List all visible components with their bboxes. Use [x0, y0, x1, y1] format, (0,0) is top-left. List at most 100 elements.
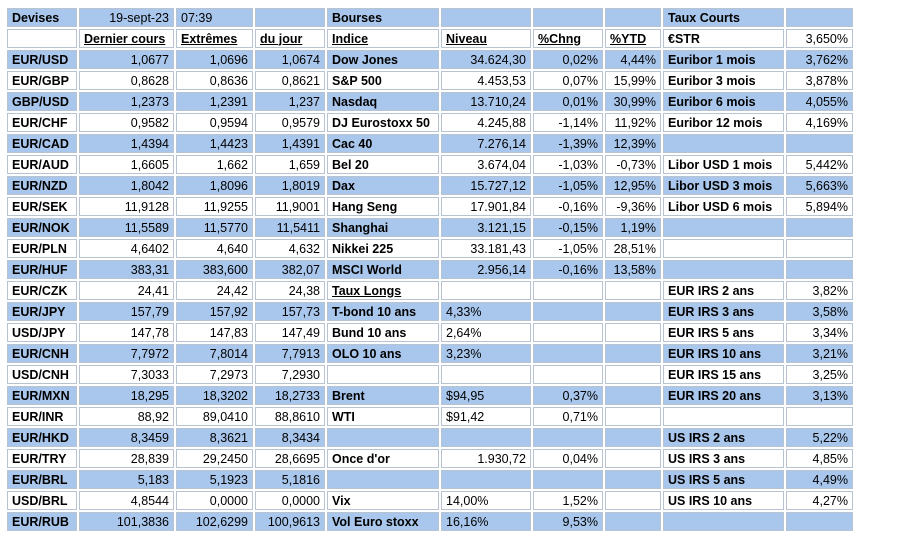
- index-ytd: -9,36%: [605, 197, 661, 216]
- index-ytd: -0,73%: [605, 155, 661, 174]
- index-chng: [533, 365, 603, 384]
- index-level: 33.181,43: [441, 239, 531, 258]
- fx-pair: EUR/HUF: [7, 260, 77, 279]
- fx-low: 1,659: [255, 155, 325, 174]
- rate-label: EUR IRS 5 ans: [663, 323, 784, 342]
- table-row: EUR/CZK 24,41 24,42 24,38 Taux Longs EUR IRS …: [7, 281, 853, 300]
- index-chng: [533, 302, 603, 321]
- fx-low: 5,1816: [255, 470, 325, 489]
- fx-high: 89,0410: [176, 407, 253, 426]
- fx-high: 7,2973: [176, 365, 253, 384]
- devises-title: Devises: [7, 8, 77, 27]
- index-level: 3.121,15: [441, 218, 531, 237]
- index-level: $94,95: [441, 386, 531, 405]
- index-ytd: [605, 491, 661, 510]
- fx-last: 0,9582: [79, 113, 174, 132]
- rate-label: EUR IRS 10 ans: [663, 344, 784, 363]
- index-chng: -1,03%: [533, 155, 603, 174]
- index-chng: 0,01%: [533, 92, 603, 111]
- rate-label: [663, 260, 784, 279]
- col-header-extremes: Extrêmes: [176, 29, 253, 48]
- index-name: T-bond 10 ans: [327, 302, 439, 321]
- estr-value: 3,650%: [786, 29, 853, 48]
- index-level: 2,64%: [441, 323, 531, 342]
- index-chng: 9,53%: [533, 512, 603, 531]
- index-level: [441, 365, 531, 384]
- index-name: Dax: [327, 176, 439, 195]
- fx-last: 88,92: [79, 407, 174, 426]
- index-level: 1.930,72: [441, 449, 531, 468]
- fx-low: 4,632: [255, 239, 325, 258]
- rate-label: Euribor 6 mois: [663, 92, 784, 111]
- table-row: EUR/INR 88,92 89,0410 88,8610 WTI $91,42 0,71%: [7, 407, 853, 426]
- index-name: Cac 40: [327, 134, 439, 153]
- col-header-ytd: %YTD: [605, 29, 661, 48]
- rate-label: US IRS 10 ans: [663, 491, 784, 510]
- fx-low: 0,8621: [255, 71, 325, 90]
- table-row: EUR/USD 1,0677 1,0696 1,0674 Dow Jones 34.624…: [7, 50, 853, 69]
- index-chng: [533, 323, 603, 342]
- table-row: EUR/AUD 1,6605 1,662 1,659 Bel 20 3.674,04 -1,…: [7, 155, 853, 174]
- fx-pair: EUR/NOK: [7, 218, 77, 237]
- rate-value: 4,85%: [786, 449, 853, 468]
- index-level: 17.901,84: [441, 197, 531, 216]
- index-chng: -1,05%: [533, 176, 603, 195]
- fx-last: 11,9128: [79, 197, 174, 216]
- rate-value: [786, 239, 853, 258]
- index-name: Brent: [327, 386, 439, 405]
- fx-high: 7,8014: [176, 344, 253, 363]
- fx-low: 88,8610: [255, 407, 325, 426]
- fx-pair: USD/BRL: [7, 491, 77, 510]
- fx-last: 7,3033: [79, 365, 174, 384]
- time-cell: 07:39: [176, 8, 253, 27]
- fx-low: 24,38: [255, 281, 325, 300]
- index-chng: -0,16%: [533, 260, 603, 279]
- fx-last: 147,78: [79, 323, 174, 342]
- fx-high: 102,6299: [176, 512, 253, 531]
- table-row: EUR/NZD 1,8042 1,8096 1,8019 Dax 15.727,12 -1,…: [7, 176, 853, 195]
- empty-cell: [255, 8, 325, 27]
- rate-label: Euribor 1 mois: [663, 50, 784, 69]
- fx-pair: EUR/TRY: [7, 449, 77, 468]
- index-chng: 0,02%: [533, 50, 603, 69]
- index-ytd: 15,99%: [605, 71, 661, 90]
- table-row: EUR/MXN 18,295 18,3202 18,2733 Brent $94,95 0,…: [7, 386, 853, 405]
- rate-value: [786, 260, 853, 279]
- rate-label: US IRS 2 ans: [663, 428, 784, 447]
- fx-high: 0,8636: [176, 71, 253, 90]
- index-ytd: [605, 323, 661, 342]
- fx-low: 0,9579: [255, 113, 325, 132]
- index-ytd: 12,95%: [605, 176, 661, 195]
- fx-last: 157,79: [79, 302, 174, 321]
- fx-pair: EUR/HKD: [7, 428, 77, 447]
- table-row: EUR/TRY 28,839 29,2450 28,6695 Once d'or 1.93…: [7, 449, 853, 468]
- index-chng: 1,52%: [533, 491, 603, 510]
- col-header-niveau: Niveau: [441, 29, 531, 48]
- fx-low: 1,8019: [255, 176, 325, 195]
- rate-label: EUR IRS 2 ans: [663, 281, 784, 300]
- index-name: [327, 428, 439, 447]
- index-ytd: [605, 281, 661, 300]
- col-header-chng: %Chng: [533, 29, 603, 48]
- rate-value: [786, 512, 853, 531]
- index-ytd: 28,51%: [605, 239, 661, 258]
- rate-value: 5,442%: [786, 155, 853, 174]
- table-row: GBP/USD 1,2373 1,2391 1,237 Nasdaq 13.710,24 0…: [7, 92, 853, 111]
- table-row: EUR/CHF 0,9582 0,9594 0,9579 DJ Eurostoxx 50…: [7, 113, 853, 132]
- index-chng: -1,14%: [533, 113, 603, 132]
- fx-last: 1,8042: [79, 176, 174, 195]
- rate-value: 3,34%: [786, 323, 853, 342]
- index-name: OLO 10 ans: [327, 344, 439, 363]
- empty-cell: [605, 8, 661, 27]
- rate-value: 4,169%: [786, 113, 853, 132]
- fx-low: 11,9001: [255, 197, 325, 216]
- index-level: 4,33%: [441, 302, 531, 321]
- index-chng: 0,71%: [533, 407, 603, 426]
- index-name: [327, 470, 439, 489]
- index-level: 3.674,04: [441, 155, 531, 174]
- rate-value: 3,82%: [786, 281, 853, 300]
- index-chng: [533, 428, 603, 447]
- rate-label: US IRS 3 ans: [663, 449, 784, 468]
- rate-value: [786, 134, 853, 153]
- index-chng: -1,05%: [533, 239, 603, 258]
